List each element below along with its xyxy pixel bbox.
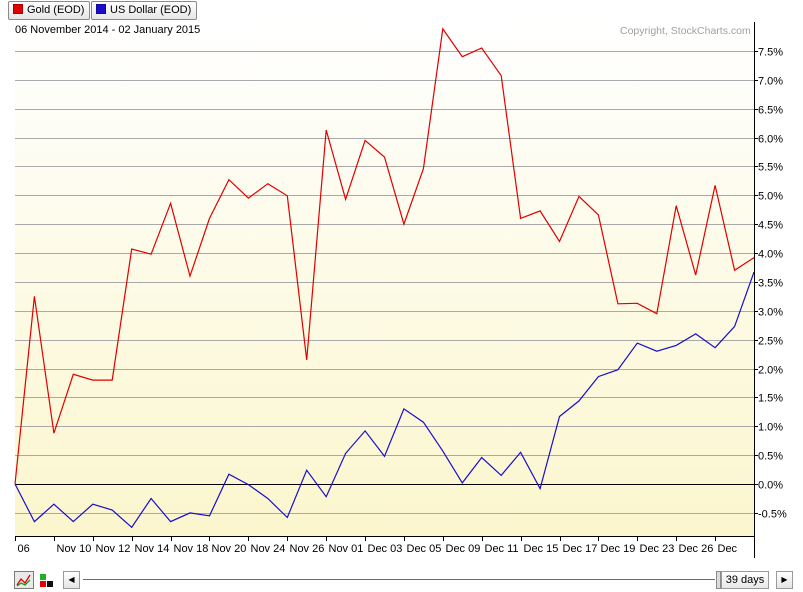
y-tick-label: 3.0% [758, 307, 783, 319]
y-tick-label: 5.0% [758, 191, 783, 203]
y-tick-label: 4.5% [758, 220, 783, 232]
color-palette-icon[interactable] [38, 571, 58, 589]
y-tick-label: 5.5% [758, 162, 783, 174]
x-tick-label: Nov 20 [212, 543, 247, 555]
x-tick-label: Dec 23 [640, 543, 675, 555]
x-tick-label: Dec 11 [485, 543, 519, 555]
y-tick-label: 6.5% [758, 105, 783, 117]
legend-item-gold[interactable]: Gold (EOD) [8, 1, 91, 20]
performance-chart: -0.5% 0.0% 0.5% 1.0% 1.5% 2.0% 2.5% 3.0% 3.5% 4.0… [14, 22, 787, 558]
x-tick-label: Dec 09 [446, 543, 481, 555]
x-tick-label: Nov 18 [174, 543, 209, 555]
y-tick-label: 1.0% [758, 422, 783, 434]
x-tick-label: Nov 14 [135, 543, 170, 555]
scroll-right-button[interactable]: ▶ [776, 571, 793, 589]
y-tick-label: 0.0% [758, 480, 783, 492]
y-tick-label: -0.5% [758, 509, 787, 521]
x-tick-label: Nov 01 [329, 543, 364, 555]
x-tick-label: Dec 05 [407, 543, 442, 555]
x-tick-label: 06 [18, 543, 30, 555]
x-tick-label: Nov 26 [290, 543, 325, 555]
us-dollar-color-swatch [96, 4, 106, 14]
y-tick-label: 6.0% [758, 134, 783, 146]
copyright: Copyright, StockCharts.com [620, 25, 751, 37]
legend-label-us-dollar: US Dollar (EOD) [110, 4, 192, 16]
legend-bar: Gold (EOD) US Dollar (EOD) [0, 0, 803, 22]
x-tick-label: Dec 19 [601, 543, 636, 555]
x-tick-label: Nov 12 [96, 543, 131, 555]
y-tick-label: 7.5% [758, 47, 783, 59]
arrow-left-icon: ◀ [68, 575, 75, 584]
date-range: 06 November 2014 - 02 January 2015 [15, 24, 201, 36]
arrow-right-icon: ▶ [781, 575, 788, 584]
y-tick-label: 2.5% [758, 336, 783, 348]
gold-series-line [14, 27, 755, 485]
date-scroll-handle[interactable] [716, 571, 721, 589]
x-tick-label: Dec 17 [563, 543, 598, 555]
x-tick-label: Dec [718, 543, 738, 555]
legend-item-us-dollar[interactable]: US Dollar (EOD) [91, 1, 198, 20]
us-dollar-series-line [14, 271, 755, 529]
y-tick-label: 0.5% [758, 451, 783, 463]
scroll-left-button[interactable]: ◀ [63, 571, 80, 589]
gold-color-swatch [13, 4, 23, 14]
line-chart-icon[interactable] [14, 571, 34, 589]
y-tick-label: 3.5% [758, 278, 783, 290]
y-tick-label: 7.0% [758, 76, 783, 88]
y-tick-label: 4.0% [758, 249, 783, 261]
period-span-label[interactable]: 39 days [721, 571, 769, 589]
y-tick-label: 1.5% [758, 393, 783, 405]
y-tick-label: 2.0% [758, 365, 783, 377]
legend-label-gold: Gold (EOD) [27, 4, 85, 16]
plot-background [15, 22, 754, 536]
x-tick-label: Nov 10 [57, 543, 92, 555]
date-scroll-track[interactable] [83, 579, 715, 580]
bottom-toolbar: ◀ 39 days ▶ [0, 569, 803, 591]
x-tick-label: Dec 15 [524, 543, 559, 555]
x-tick-label: Dec 03 [368, 543, 403, 555]
x-tick-label: Nov 24 [251, 543, 286, 555]
x-tick-label: Dec 26 [679, 543, 714, 555]
